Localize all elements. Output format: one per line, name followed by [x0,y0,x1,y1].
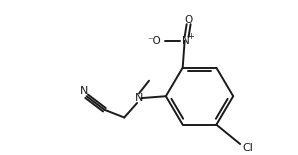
Text: +: + [187,32,193,41]
Text: Cl: Cl [242,143,253,153]
Text: N: N [135,93,143,103]
Text: ⁻O: ⁻O [147,36,161,46]
Text: O: O [184,15,193,25]
Text: N: N [182,36,190,46]
Text: N: N [80,86,88,96]
